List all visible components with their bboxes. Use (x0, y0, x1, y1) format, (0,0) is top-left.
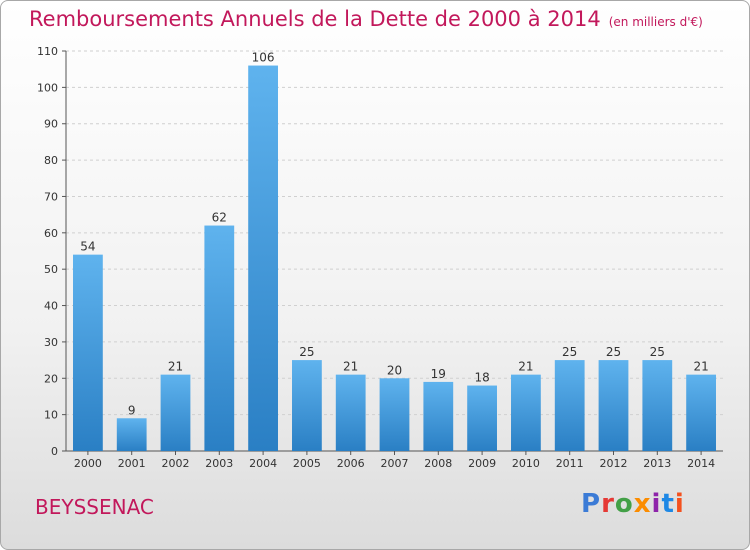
y-tick-label: 30 (44, 336, 58, 349)
chart-title-text: Remboursements Annuels de la Dette de 20… (29, 7, 601, 31)
bar-2010 (511, 374, 541, 451)
value-label: 9 (128, 403, 136, 417)
bar-2001 (116, 418, 147, 451)
x-tick-label: 2011 (556, 457, 584, 470)
logo-letter: x (633, 489, 652, 519)
bar-2009 (467, 385, 497, 451)
y-tick-label: 80 (44, 154, 58, 167)
x-tick-label: 2005 (293, 457, 321, 470)
y-tick-label: 40 (44, 300, 58, 313)
x-tick-label: 2008 (424, 457, 452, 470)
value-label: 21 (343, 360, 358, 374)
bar-2007 (379, 378, 410, 451)
bar-2000 (73, 254, 103, 451)
x-tick-label: 2003 (205, 457, 233, 470)
x-tick-label: 2009 (468, 457, 496, 470)
bar-2005 (292, 360, 322, 451)
logo-letter: o (614, 489, 634, 519)
value-label: 62 (212, 211, 227, 225)
y-tick-label: 20 (44, 372, 58, 385)
bar-2006 (335, 374, 366, 451)
value-label: 20 (387, 363, 402, 377)
y-tick-label: 90 (44, 118, 58, 131)
chart-unit: (en milliers d'€) (608, 15, 703, 29)
y-tick-label: 100 (37, 81, 58, 94)
logo-letter: i (674, 489, 685, 519)
bar-2004 (248, 65, 278, 451)
bar-2012 (598, 360, 629, 451)
value-label: 106 (252, 51, 275, 65)
value-label: 25 (299, 345, 314, 359)
x-tick-label: 2000 (74, 457, 102, 470)
x-tick-label: 2001 (118, 457, 146, 470)
bar-2011 (554, 360, 585, 451)
y-tick-label: 50 (44, 263, 58, 276)
y-tick-label: 110 (37, 45, 58, 58)
logo-letter: i (651, 489, 662, 519)
y-tick-label: 10 (44, 409, 58, 422)
y-tick-label: 70 (44, 190, 58, 203)
chart-title: Remboursements Annuels de la Dette de 20… (29, 7, 703, 31)
x-tick-label: 2010 (512, 457, 540, 470)
logo-letter: P (581, 489, 602, 519)
value-label: 54 (80, 240, 95, 254)
value-label: 21 (518, 360, 533, 374)
logo-letter: r (601, 489, 615, 519)
value-label: 25 (650, 345, 665, 359)
bar-2013 (642, 360, 673, 451)
value-label: 21 (693, 360, 708, 374)
x-tick-label: 2004 (249, 457, 277, 470)
x-tick-label: 2006 (337, 457, 365, 470)
value-label: 25 (606, 345, 621, 359)
bar-2014 (686, 374, 716, 451)
x-tick-label: 2012 (600, 457, 628, 470)
x-tick-label: 2013 (643, 457, 671, 470)
y-tick-label: 60 (44, 227, 58, 240)
value-label: 21 (168, 360, 183, 374)
value-label: 19 (431, 367, 446, 381)
commune-name: BEYSSENAC (35, 495, 154, 519)
x-tick-label: 2007 (381, 457, 409, 470)
x-tick-label: 2014 (687, 457, 715, 470)
bar-2003 (204, 225, 235, 451)
value-label: 25 (562, 345, 577, 359)
proxiti-logo: Proxiti (581, 489, 685, 519)
x-tick-label: 2002 (162, 457, 190, 470)
logo-letter: t (661, 489, 675, 519)
bar-2002 (160, 374, 191, 451)
y-tick-label: 0 (51, 445, 58, 458)
bar-2008 (423, 381, 454, 451)
value-label: 18 (474, 371, 489, 385)
